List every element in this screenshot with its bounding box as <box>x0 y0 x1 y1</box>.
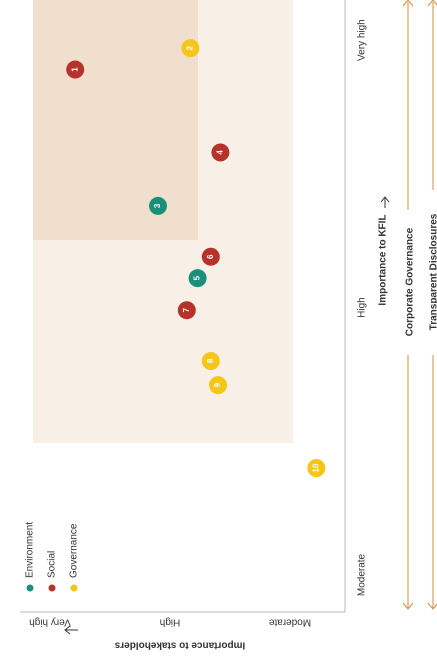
point <box>181 39 200 58</box>
point <box>211 143 230 162</box>
legend-label: Environment <box>25 522 36 578</box>
theme-label: Transparent Disclosures <box>429 213 437 330</box>
point-label: 5 <box>193 275 202 280</box>
legend-swatch <box>70 584 78 592</box>
point <box>66 60 85 79</box>
point-label: 4 <box>216 150 225 155</box>
point-label: 9 <box>213 382 222 387</box>
point-label: 3 <box>153 203 162 208</box>
legend-label: Social <box>47 551 58 578</box>
legend-swatch <box>26 584 34 592</box>
y-tick-label: High <box>357 297 368 318</box>
theme-arrows <box>402 0 437 610</box>
point-label: 7 <box>182 307 191 312</box>
point <box>188 269 207 288</box>
point <box>201 247 220 266</box>
point <box>149 196 167 215</box>
x-axis-label: Importance to stakeholders <box>114 639 245 650</box>
axis-arrow <box>380 196 390 208</box>
point <box>201 352 220 371</box>
point-label: 6 <box>206 254 215 259</box>
point <box>177 301 196 320</box>
x-tick-label: Very high <box>29 616 71 627</box>
y-tick-label: Very high <box>357 19 368 61</box>
point-label: 2 <box>186 45 195 50</box>
point <box>209 376 227 395</box>
legend-swatch <box>48 584 56 592</box>
point-label: 1 <box>70 67 79 72</box>
x-tick-label: Moderate <box>268 616 311 627</box>
axis-arrow <box>64 625 78 635</box>
theme-label: Corporate Governance <box>405 227 416 336</box>
y-axis-label: Importance to KFIL <box>378 214 389 305</box>
x-tick-label: High <box>160 616 181 627</box>
zone-very-high <box>33 0 198 240</box>
point-label: 8 <box>206 358 215 363</box>
point-label: 10 <box>312 463 321 472</box>
point <box>307 459 326 478</box>
y-tick-label: Moderate <box>357 553 368 596</box>
legend-label: Governance <box>69 523 80 578</box>
